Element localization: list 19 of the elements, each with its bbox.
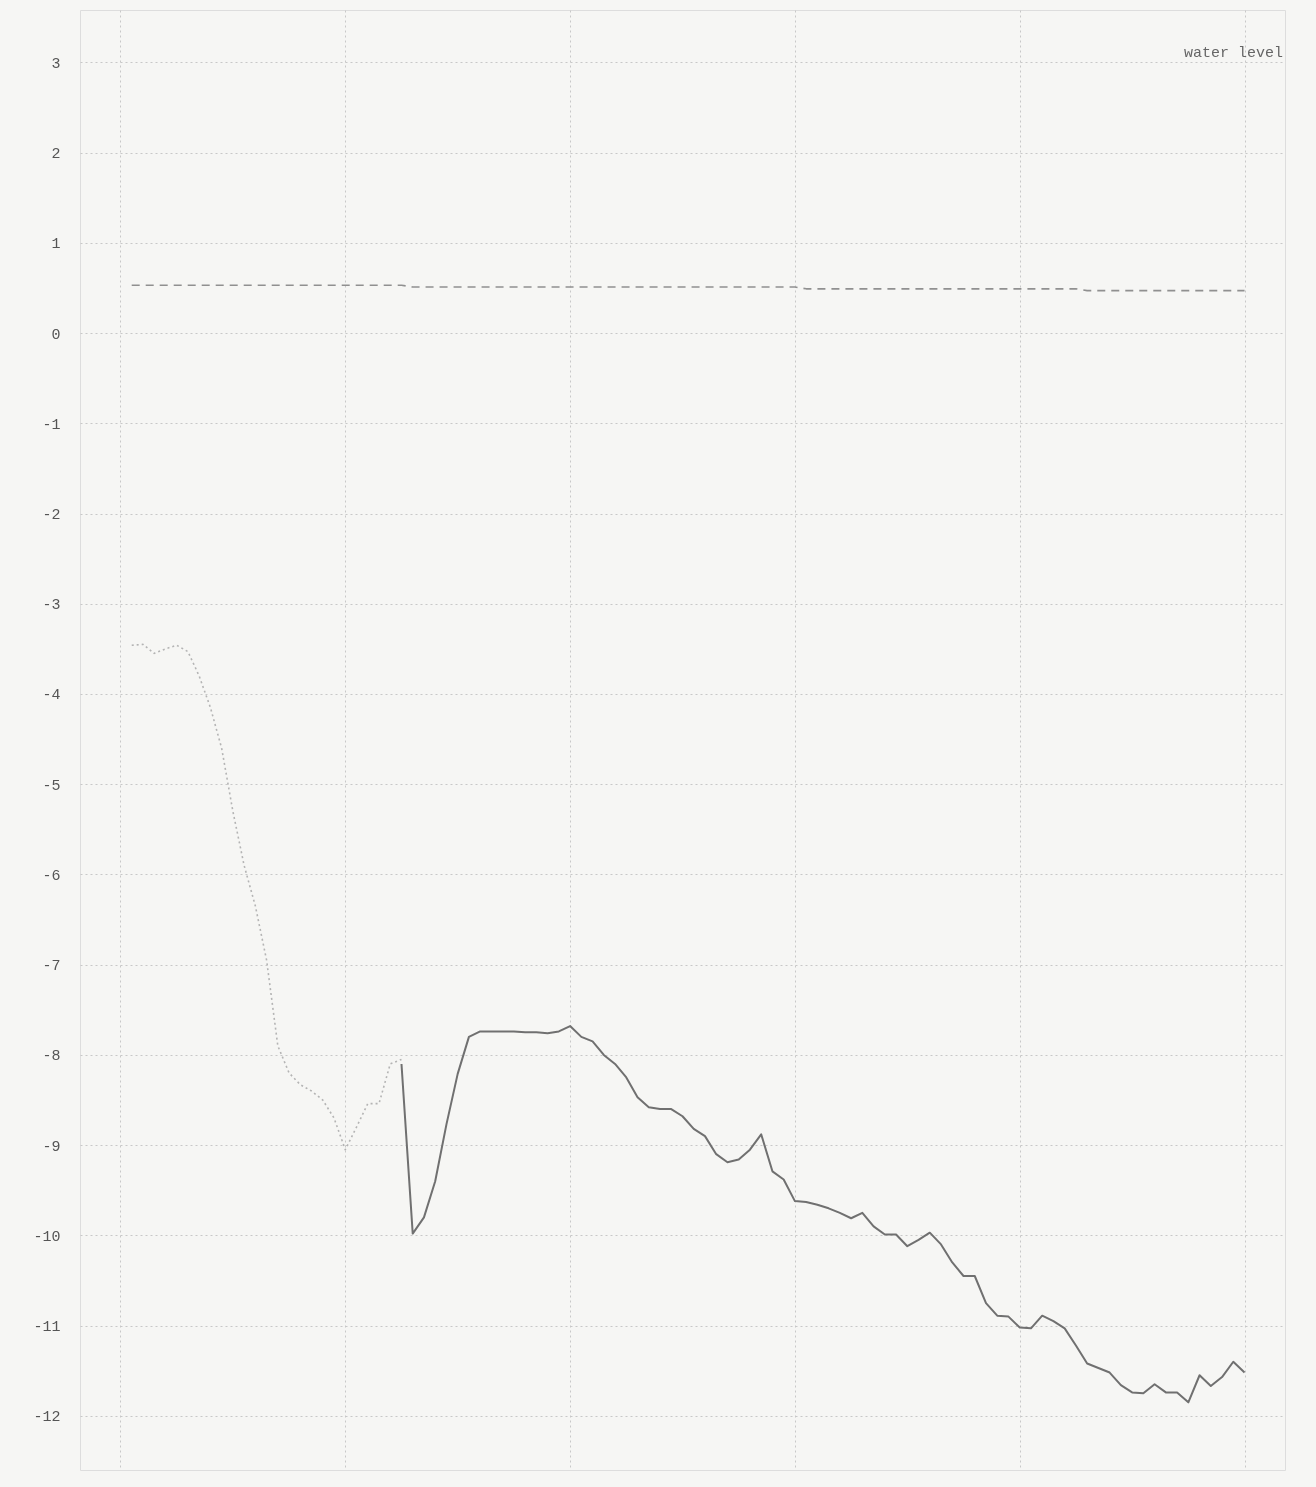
y-tick-label: -4: [42, 687, 61, 705]
y-tick-label: 0: [51, 326, 61, 344]
line-series: [400, 1025, 1246, 1404]
y-tick-label: 3: [51, 55, 61, 73]
y-tick-label: 1: [51, 236, 61, 254]
y-tick-label: -11: [33, 1319, 61, 1337]
y-tick-label: 2: [51, 146, 61, 164]
y-tick-label: -12: [33, 1409, 61, 1427]
y-tick-label: -5: [42, 777, 61, 795]
y-tick-label: -3: [42, 597, 61, 615]
y-tick-label: -7: [42, 958, 61, 976]
y-tick-label: -8: [42, 1048, 61, 1066]
y-tick-label: -1: [42, 416, 61, 434]
y-tick-label: -10: [33, 1228, 61, 1246]
annotation: water level: [1183, 45, 1283, 62]
y-tick-label: -2: [42, 507, 61, 525]
y-tick-label: -6: [42, 867, 61, 885]
line-series: [130, 643, 403, 1151]
y-tick-label: -9: [42, 1138, 61, 1156]
